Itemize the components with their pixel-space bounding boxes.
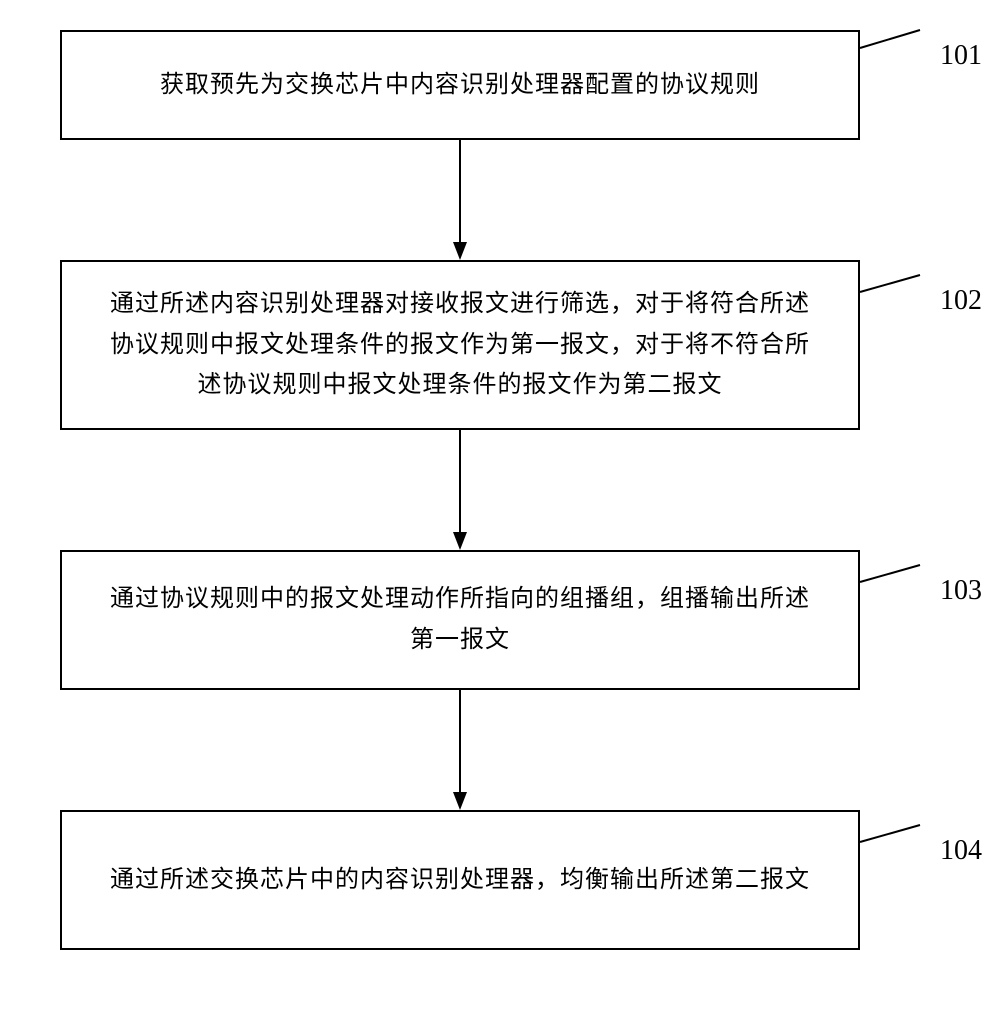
step-label-104: 104 xyxy=(940,835,982,867)
step-label-102: 102 xyxy=(940,285,982,317)
step-label-103: 103 xyxy=(940,575,982,607)
step-label-101: 101 xyxy=(940,40,982,72)
flow-arrow xyxy=(60,30,940,1030)
